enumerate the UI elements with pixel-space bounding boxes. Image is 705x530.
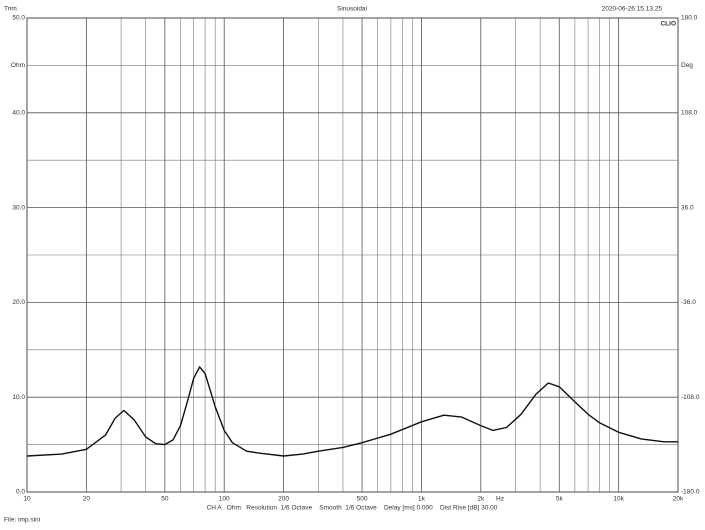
x-tick-label: 50 <box>161 496 169 503</box>
x-unit: Hz <box>496 496 504 503</box>
footer: CH A Ohm Resolution 1/6 Octave Smooth 1/… <box>207 505 498 512</box>
x-tick-label: 500 <box>357 496 368 503</box>
x-tick-label: 200 <box>278 496 289 503</box>
y2-tick-label: -36.0 <box>681 299 696 306</box>
x-tick-label: 20 <box>83 496 91 503</box>
x-tick-label: 10 <box>23 496 31 503</box>
file-name: File: imp.sini <box>4 517 40 524</box>
x-tick-label: 10k <box>613 496 624 503</box>
chart-title: Sinusoidal <box>337 6 368 13</box>
y-tick-label: 40.0 <box>12 110 25 117</box>
x-tick-label: 2k <box>477 496 485 503</box>
y-unit: Ohm <box>11 62 25 69</box>
impedance-curve <box>26 366 678 457</box>
y2-tick-label: 180.0 <box>681 15 698 22</box>
x-tick-label: 100 <box>219 496 230 503</box>
x-tick-label: 20k <box>673 496 684 503</box>
header-left: Trim <box>4 6 17 13</box>
y2-tick-label: 108.0 <box>681 110 698 117</box>
x-tick-label: 5k <box>556 496 564 503</box>
timestamp: 2020-06-26 15.13.25 <box>602 6 663 13</box>
y-tick-label: 10.0 <box>12 394 25 401</box>
y2-tick-label: -180.0 <box>681 489 700 496</box>
y-tick-label: 0.0 <box>16 489 25 496</box>
y2-unit: Deg <box>681 62 693 69</box>
y-tick-label: 30.0 <box>12 204 25 211</box>
y2-tick-label: -108.0 <box>681 394 700 401</box>
y-tick-label: 50.0 <box>12 15 25 22</box>
x-tick-label: 1k <box>418 496 426 503</box>
y2-tick-label: 36.0 <box>681 204 694 211</box>
y-tick-label: 20.0 <box>12 299 25 306</box>
brand: CLIO <box>660 21 676 28</box>
